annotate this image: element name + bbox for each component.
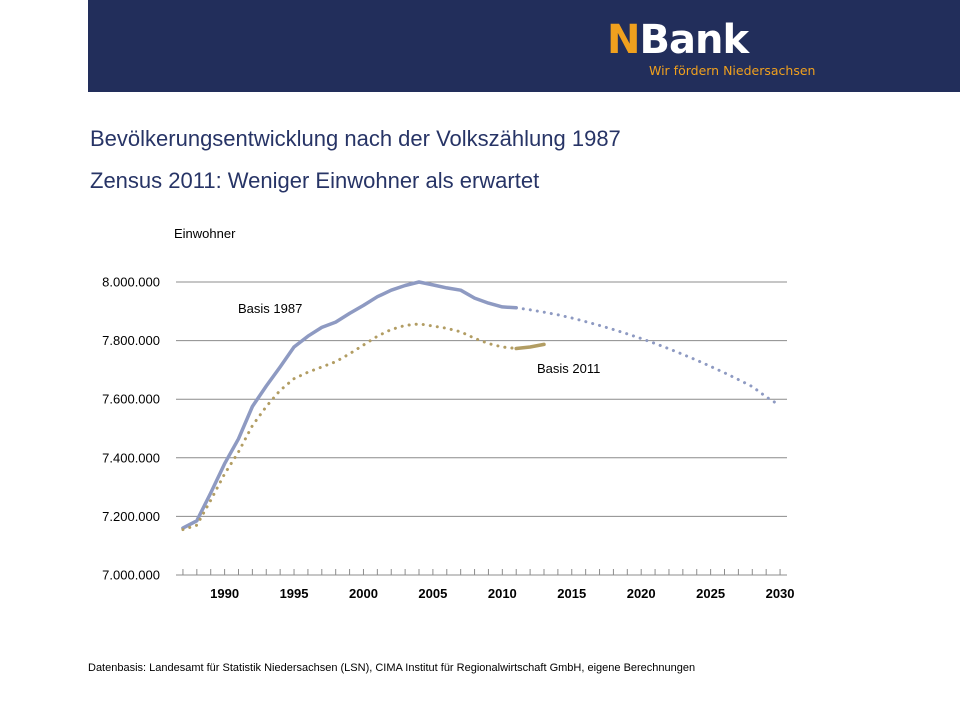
y-tick-label: 7.400.000 (102, 450, 160, 465)
x-tick-label: 2005 (418, 586, 447, 601)
series-line-1 (514, 306, 782, 408)
x-tick-label: 1995 (280, 586, 309, 601)
source-note: Datenbasis: Landesamt für Statistik Nied… (88, 662, 696, 674)
gridlines (176, 281, 787, 517)
annotation-basis-2011: Basis 2011 (537, 361, 600, 376)
x-tick-label: 2010 (488, 586, 517, 601)
series-line-0 (181, 280, 518, 530)
y-tick-label: 7.600.000 (102, 392, 160, 407)
x-tick-label: 1990 (210, 586, 239, 601)
x-tick-label: 2020 (627, 586, 656, 601)
annotation-basis-1987: Basis 1987 (238, 301, 302, 316)
y-axis-label: Einwohner (174, 226, 236, 241)
y-tick-label: 7.200.000 (102, 509, 160, 524)
y-tick-label: 7.800.000 (102, 333, 160, 348)
y-tick-labels: 7.000.000 7.200.000 7.400.000 7.600.000 7.80… (102, 275, 160, 583)
page-title: Bevölkerungsentwicklung nach der Volkszä… (90, 126, 621, 151)
x-tick-label: 2000 (349, 586, 378, 601)
y-tick-label: 7.000.000 (102, 568, 160, 583)
x-tick-label: 2015 (557, 586, 586, 601)
series-line-2 (181, 322, 518, 532)
x-axis: 1990 1995 2000 2005 2010 2015 2020 2025 2030 (176, 569, 795, 601)
x-tick-label: 2030 (766, 586, 795, 601)
logo-tagline: Wir fördern Niedersachsen (649, 63, 816, 78)
series-line-3 (514, 342, 546, 351)
header-banner (88, 0, 960, 92)
series-lines (181, 280, 782, 532)
y-tick-label: 8.000.000 (102, 275, 160, 290)
logo-letter-n: N (607, 17, 640, 63)
page-subtitle: Zensus 2011: Weniger Einwohner als erwar… (90, 168, 540, 193)
logo-word-bank: Bank (639, 17, 749, 63)
x-tick-label: 2025 (696, 586, 725, 601)
nbank-logo: NBank (607, 17, 749, 63)
